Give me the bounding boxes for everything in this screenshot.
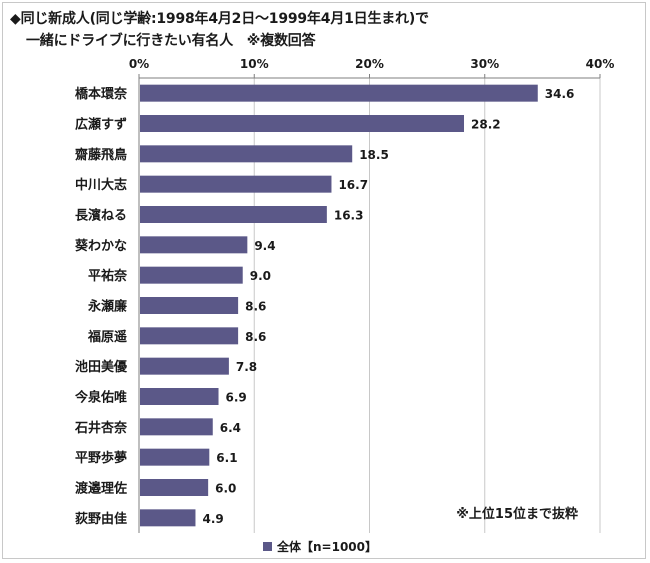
value-label: 6.0 (215, 482, 236, 496)
bar (140, 357, 229, 375)
bar (140, 236, 248, 254)
category-label: 長濱ねる (75, 208, 127, 224)
x-tick-label: 10% (240, 57, 269, 71)
annotation-note: ※上位15位まで抜粋 (456, 506, 578, 522)
bar (140, 327, 239, 345)
category-label: 平野歩夢 (75, 450, 127, 466)
value-labels: 34.6 28.2 18.5 16.7 16.3 9.4 9.0 8.6 8.6 7.8 6.9 6.… (202, 87, 574, 526)
x-tick-label: 20% (355, 57, 384, 71)
x-tick-label: 0% (129, 57, 149, 71)
category-label: 平祐奈 (88, 268, 128, 284)
bars (140, 84, 538, 527)
category-label: 渡邉理佐 (75, 481, 127, 497)
category-label: 今泉佑唯 (74, 390, 127, 406)
bar (140, 297, 239, 314)
value-label: 6.9 (226, 391, 247, 405)
bar (140, 206, 327, 223)
value-label: 6.1 (216, 451, 237, 465)
value-label: 6.4 (220, 421, 241, 435)
value-label: 9.0 (250, 269, 271, 283)
category-label: 中川大志 (75, 177, 127, 193)
category-label: 福原遥 (87, 329, 127, 345)
value-label: 8.6 (245, 330, 266, 344)
bar (140, 266, 243, 284)
category-labels: 橋本環奈広瀬すず齋藤飛鳥中川大志長濱ねる葵わかな平祐奈永瀬廉福原遥池田美優今泉佑… (74, 86, 128, 527)
category-label: 齋藤飛鳥 (74, 147, 127, 163)
category-label: 葵わかな (75, 238, 127, 254)
value-label: 7.8 (236, 360, 257, 374)
category-label: 広瀬すず (75, 117, 127, 133)
value-label: 18.5 (359, 148, 389, 162)
category-label: 池田美優 (75, 359, 128, 375)
bar (140, 388, 219, 405)
bar (140, 145, 353, 163)
chart-title-line1: ◆同じ新成人(同じ学齢:1998年4月2日～1999年4月1日生まれ)で (10, 11, 429, 27)
category-label: 石井杏奈 (74, 420, 128, 436)
x-tick-label: 40% (586, 57, 615, 71)
value-label: 28.2 (471, 118, 501, 132)
legend-swatch (263, 542, 272, 551)
category-label: 荻野由佳 (75, 511, 127, 527)
legend: 全体【n=1000】 (263, 539, 377, 554)
bar (140, 509, 196, 527)
bar (140, 115, 465, 132)
chart-title-line2: 一緒にドライブに行きたい有名人 ※複数回答 (26, 33, 316, 49)
bar (140, 418, 213, 436)
bar (140, 479, 209, 496)
value-label: 4.9 (202, 512, 223, 526)
legend-label: 全体【n=1000】 (276, 539, 377, 554)
x-axis-ticks: 0% 10% 20% 30% 40% (129, 57, 615, 79)
value-label: 9.4 (254, 239, 275, 253)
bar (140, 448, 210, 466)
category-label: 永瀬廉 (87, 299, 127, 315)
value-label: 16.7 (338, 178, 368, 192)
bar (140, 84, 538, 102)
value-label: 8.6 (245, 300, 266, 314)
bar (140, 175, 332, 193)
category-label: 橋本環奈 (75, 86, 128, 102)
x-tick-label: 30% (470, 57, 499, 71)
value-label: 34.6 (545, 87, 575, 101)
value-label: 16.3 (334, 209, 364, 223)
